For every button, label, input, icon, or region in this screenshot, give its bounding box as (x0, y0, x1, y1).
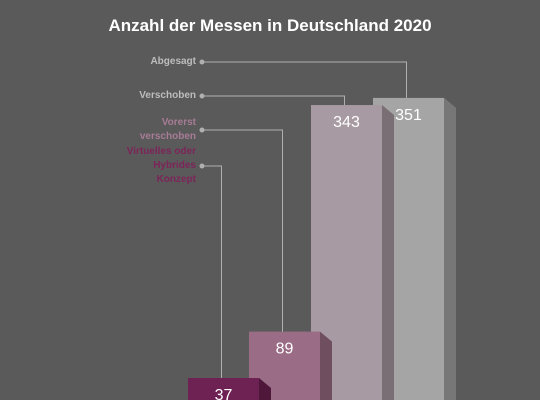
bar-side-shade (444, 97, 456, 400)
leader-dot (199, 59, 205, 65)
bar-side (382, 105, 394, 400)
leader-line (202, 61, 407, 98)
value-label: 343 (333, 114, 360, 131)
category-label: Abgesagt (150, 56, 196, 67)
leader-dot (199, 93, 205, 99)
category-label: Vorerst verschoben (139, 117, 196, 142)
bar-side (259, 377, 271, 400)
bar-side-shade (259, 377, 271, 400)
leader-line (202, 95, 345, 106)
value-label: 351 (395, 107, 422, 124)
bar-side-shade (382, 105, 394, 400)
value-label: 37 (215, 387, 233, 400)
category-label: Virtuelles oder Hybrides Konzept (126, 146, 196, 185)
bar-side (320, 331, 332, 400)
category-label: Verschoben (139, 90, 196, 101)
leader-line (202, 129, 283, 332)
bar-side-shade (320, 331, 332, 400)
value-label: 89 (276, 341, 294, 358)
leader-dot (199, 127, 205, 133)
bar-front (188, 377, 259, 400)
chart-title: Anzahl der Messen in Deutschland 2020 (108, 16, 431, 35)
leader-line (202, 165, 222, 378)
leader-dot (199, 163, 205, 169)
bar-side (444, 97, 456, 400)
